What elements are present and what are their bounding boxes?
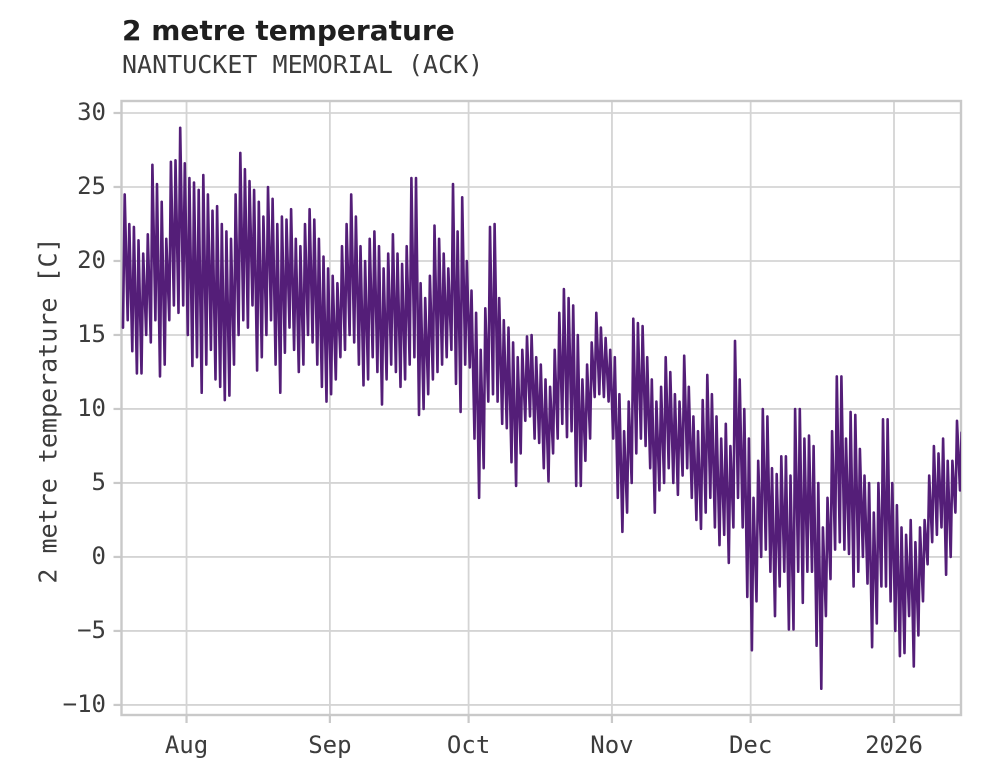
temperature-line: [121, 126, 961, 690]
chart-subtitle: NANTUCKET MEMORIAL (ACK): [122, 50, 484, 79]
x-tick-label: Dec: [728, 731, 773, 759]
x-tick-label: Oct: [446, 731, 491, 759]
x-tick-label: Nov: [590, 731, 634, 759]
y-tick-label: 15: [77, 319, 106, 348]
x-tick-label: Aug: [164, 731, 209, 759]
x-tick-label: Sep: [308, 731, 352, 759]
y-tick-label: 0: [91, 541, 106, 570]
y-tick-label: −5: [77, 615, 106, 644]
chart-title: 2 metre temperature: [122, 14, 455, 47]
y-tick-label: 5: [91, 467, 106, 496]
y-tick-label: 30: [77, 97, 106, 126]
x-tick-label: 2026: [865, 731, 923, 759]
y-tick-label: 25: [77, 171, 106, 200]
plot-border: [120, 99, 963, 717]
y-tick-label: 10: [77, 393, 106, 422]
y-tick-label: −10: [62, 689, 106, 718]
y-tick-label: 20: [77, 245, 106, 274]
